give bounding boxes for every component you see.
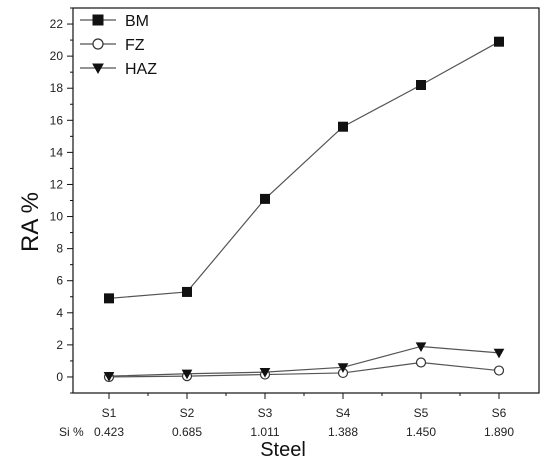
y-tick-label: 14 [50,145,64,159]
bm-marker [92,14,104,26]
si-value-label: 1.011 [250,425,279,439]
haz-marker [92,63,104,75]
bm-marker [104,293,114,304]
si-value-label: 1.890 [484,425,514,439]
si-value-label: 0.423 [94,425,124,439]
y-tick-label: 12 [50,177,64,191]
y-tick-label: 18 [50,81,64,95]
legend-item-fz: FZ [80,37,145,54]
haz-marker [181,369,193,380]
haz-marker [103,372,115,382]
si-row-label: Si % [59,425,84,439]
y-tick-label: 2 [56,338,63,352]
haz-marker [259,368,271,378]
legend-item-bm: BM [80,13,149,30]
x-tick-label: S3 [258,406,273,420]
y-tick-label: 10 [50,210,64,224]
x-tick-label: S6 [492,406,507,420]
x-tick-label: S4 [336,406,351,420]
x-tick-label: S2 [180,406,195,420]
y-tick-label: 6 [56,274,63,288]
y-tick-label: 20 [50,49,64,63]
bm-marker [260,193,270,204]
fz-marker [493,365,505,376]
y-axis-label: RA % [17,192,44,252]
y-tick-label: 16 [50,113,64,127]
legend-label: HAZ [125,61,157,78]
y-tick-label: 0 [56,370,63,384]
haz-series-line [108,345,500,377]
bm-series-line [108,41,500,299]
fz-marker [415,357,427,368]
si-value-label: 1.388 [328,425,358,439]
bm-marker [338,121,348,132]
y-tick-label: 8 [56,242,63,256]
haz-marker [493,348,505,359]
haz-marker [337,363,349,373]
series-bm [104,36,504,304]
series-haz [103,342,505,382]
si-value-label: 1.450 [406,425,436,439]
x-axis-label: Steel [260,439,306,461]
si-value-label: 0.685 [172,425,202,439]
fz-series-line [108,361,500,378]
legend-label: FZ [125,37,145,54]
bm-marker [494,36,504,47]
x-tick-label: S5 [414,406,429,420]
bm-marker [416,80,426,90]
haz-marker [415,342,427,353]
y-tick-label: 22 [50,17,64,31]
y-tick-label: 4 [56,306,63,320]
fz-marker [92,38,104,50]
x-tick-label: S1 [102,406,117,420]
legend-item-haz: HAZ [80,61,157,78]
legend-label: BM [125,13,149,30]
bm-marker [182,286,192,297]
